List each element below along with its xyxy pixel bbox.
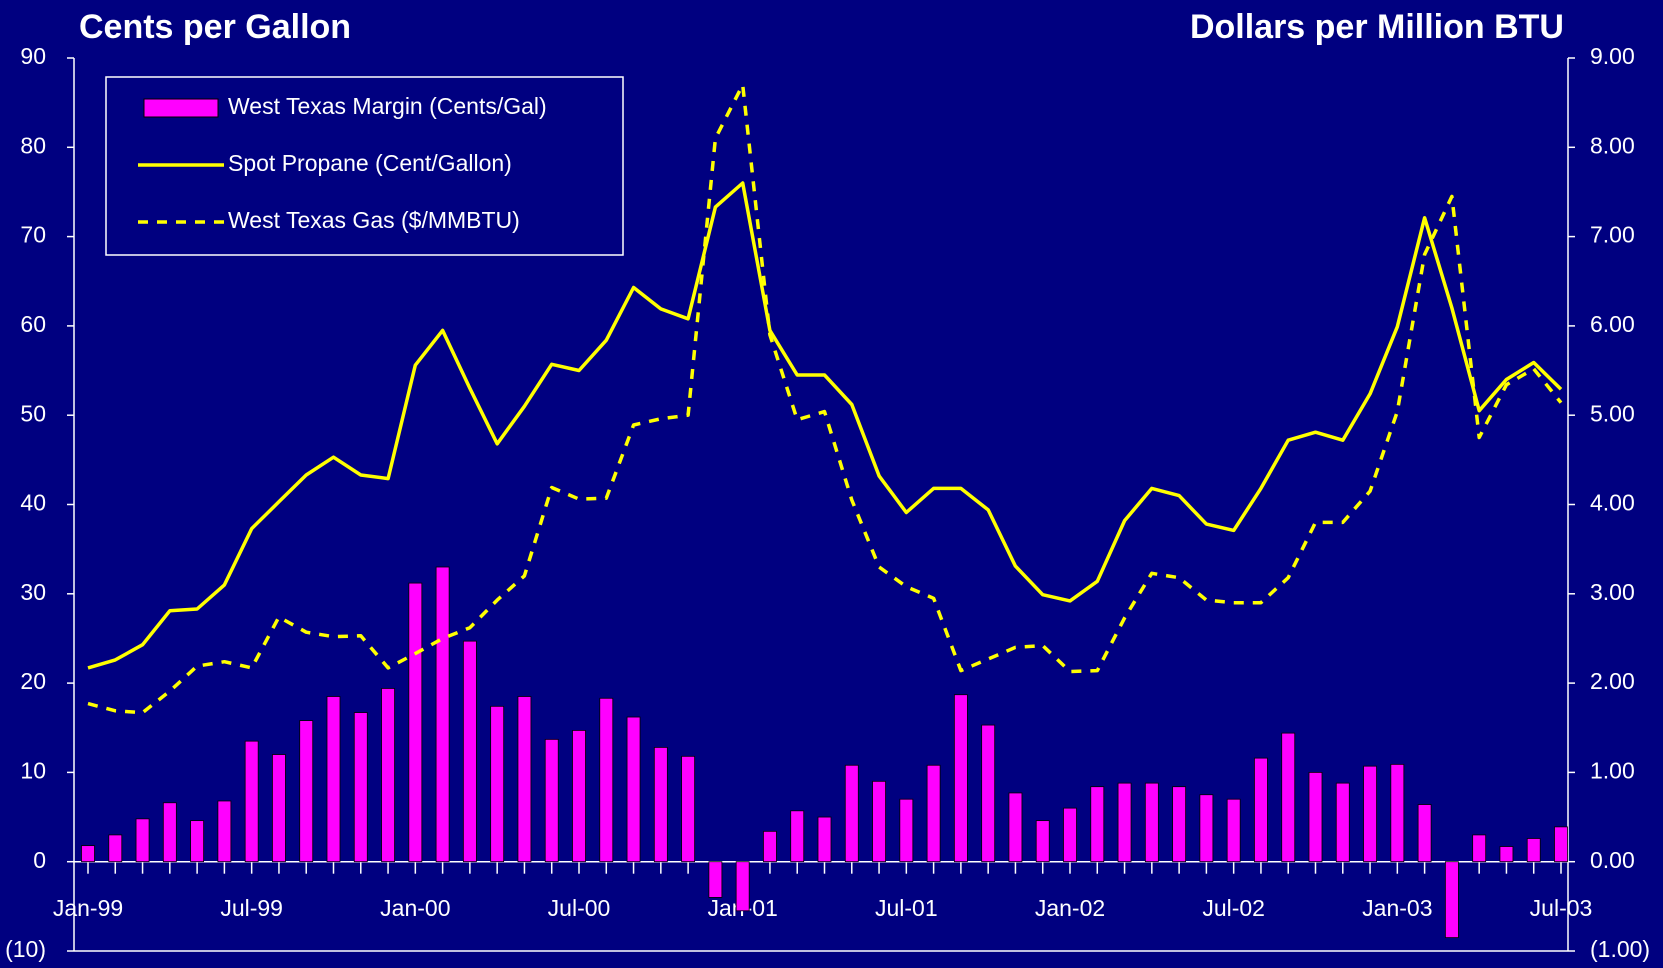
- bar: [217, 800, 232, 863]
- y2-tick-label: 6.00: [1590, 311, 1635, 337]
- bar: [462, 640, 477, 863]
- bar: [1526, 838, 1541, 863]
- bar: [1063, 807, 1077, 863]
- y-tick-label: 40: [20, 490, 46, 516]
- bar: [926, 764, 941, 863]
- bar: [135, 818, 150, 863]
- bar: [1308, 772, 1323, 863]
- y2-tick-label: 7.00: [1590, 222, 1635, 248]
- y-tick-label: 10: [20, 757, 46, 783]
- y-tick-label: 20: [20, 668, 46, 694]
- y-tick-label: 50: [20, 400, 46, 426]
- x-tick-label: Jan-00: [380, 895, 450, 921]
- bar: [1281, 732, 1296, 863]
- bar: [1172, 786, 1187, 863]
- y-tick-label: 90: [20, 43, 46, 69]
- x-tick-label: Jul-02: [1202, 895, 1265, 921]
- bar: [162, 802, 177, 863]
- bar: [435, 566, 450, 863]
- x-tick-label: Jul-00: [548, 895, 611, 921]
- legend-label: West Texas Gas ($/MMBTU): [228, 207, 520, 233]
- x-tick-label: Jul-03: [1530, 895, 1593, 921]
- bar: [81, 845, 95, 863]
- bar: [681, 755, 696, 863]
- y-tick-label: 70: [20, 222, 46, 248]
- bar: [626, 716, 641, 863]
- bar: [1226, 798, 1241, 863]
- y-tick-label: 0: [33, 847, 46, 873]
- bar: [735, 861, 750, 912]
- bar: [272, 754, 286, 863]
- bar: [790, 810, 805, 863]
- bar: [653, 746, 668, 863]
- legend-label: West Texas Margin (Cents/Gal): [228, 93, 547, 119]
- bar: [981, 724, 996, 863]
- bar: [244, 740, 259, 863]
- bar: [599, 697, 614, 863]
- bar: [544, 738, 559, 863]
- bar: [1363, 765, 1377, 863]
- bar: [899, 798, 914, 863]
- bar: [1090, 786, 1105, 863]
- y2-tick-label: 9.00: [1590, 43, 1635, 69]
- y2-tick-label: 3.00: [1590, 579, 1635, 605]
- y2-tick-label: 2.00: [1590, 668, 1635, 694]
- y2-tick-label: 4.00: [1590, 490, 1635, 516]
- bar: [1472, 834, 1487, 863]
- bar: [817, 816, 832, 863]
- y2-tick-label: 5.00: [1590, 400, 1635, 426]
- bar: [1254, 757, 1268, 863]
- y2-tick-label: 8.00: [1590, 132, 1635, 158]
- bar: [1554, 826, 1568, 863]
- x-tick-label: Jan-03: [1362, 895, 1432, 921]
- bar: [708, 861, 723, 898]
- bar: [1499, 846, 1514, 863]
- bar: [844, 764, 859, 863]
- line-series: [87, 83, 1563, 715]
- line-series: [87, 181, 1563, 670]
- y2-tick-label: (1.00): [1590, 936, 1650, 962]
- x-tick-label: Jan-99: [53, 895, 123, 921]
- bar: [490, 705, 505, 863]
- y-tick-label: 30: [20, 579, 46, 605]
- bar: [953, 694, 968, 863]
- bar: [1117, 782, 1132, 863]
- left-axis-title: Cents per Gallon: [79, 8, 351, 46]
- y2-tick-label: 1.00: [1590, 757, 1635, 783]
- bar: [353, 712, 368, 863]
- bar: [1035, 820, 1050, 863]
- bar: [1335, 782, 1350, 863]
- x-tick-label: Jul-99: [220, 895, 283, 921]
- bar: [1144, 782, 1159, 863]
- bar: [299, 720, 314, 863]
- bar: [1417, 804, 1432, 863]
- bar: [326, 696, 341, 863]
- bar: [1444, 861, 1459, 939]
- right-axis-title: Dollars per Million BTU: [1190, 8, 1564, 46]
- x-tick-label: Jul-01: [875, 895, 938, 921]
- bar: [1199, 794, 1214, 863]
- bar: [872, 780, 886, 863]
- bar: [408, 582, 423, 863]
- bar: [1008, 792, 1023, 863]
- bar: [108, 834, 123, 863]
- bar: [190, 820, 205, 863]
- bar: [381, 688, 395, 863]
- x-tick-label: Jan-02: [1035, 895, 1105, 921]
- bar: [1390, 763, 1405, 863]
- bar: [763, 830, 777, 863]
- legend-label: Spot Propane (Cent/Gallon): [228, 150, 512, 176]
- y-tick-label: (10): [5, 936, 46, 962]
- legend-swatch: [143, 98, 219, 118]
- y-tick-label: 60: [20, 311, 46, 337]
- bar: [517, 696, 532, 863]
- y-tick-label: 80: [20, 132, 46, 158]
- y2-tick-label: 0.00: [1590, 847, 1635, 873]
- bar: [572, 730, 586, 863]
